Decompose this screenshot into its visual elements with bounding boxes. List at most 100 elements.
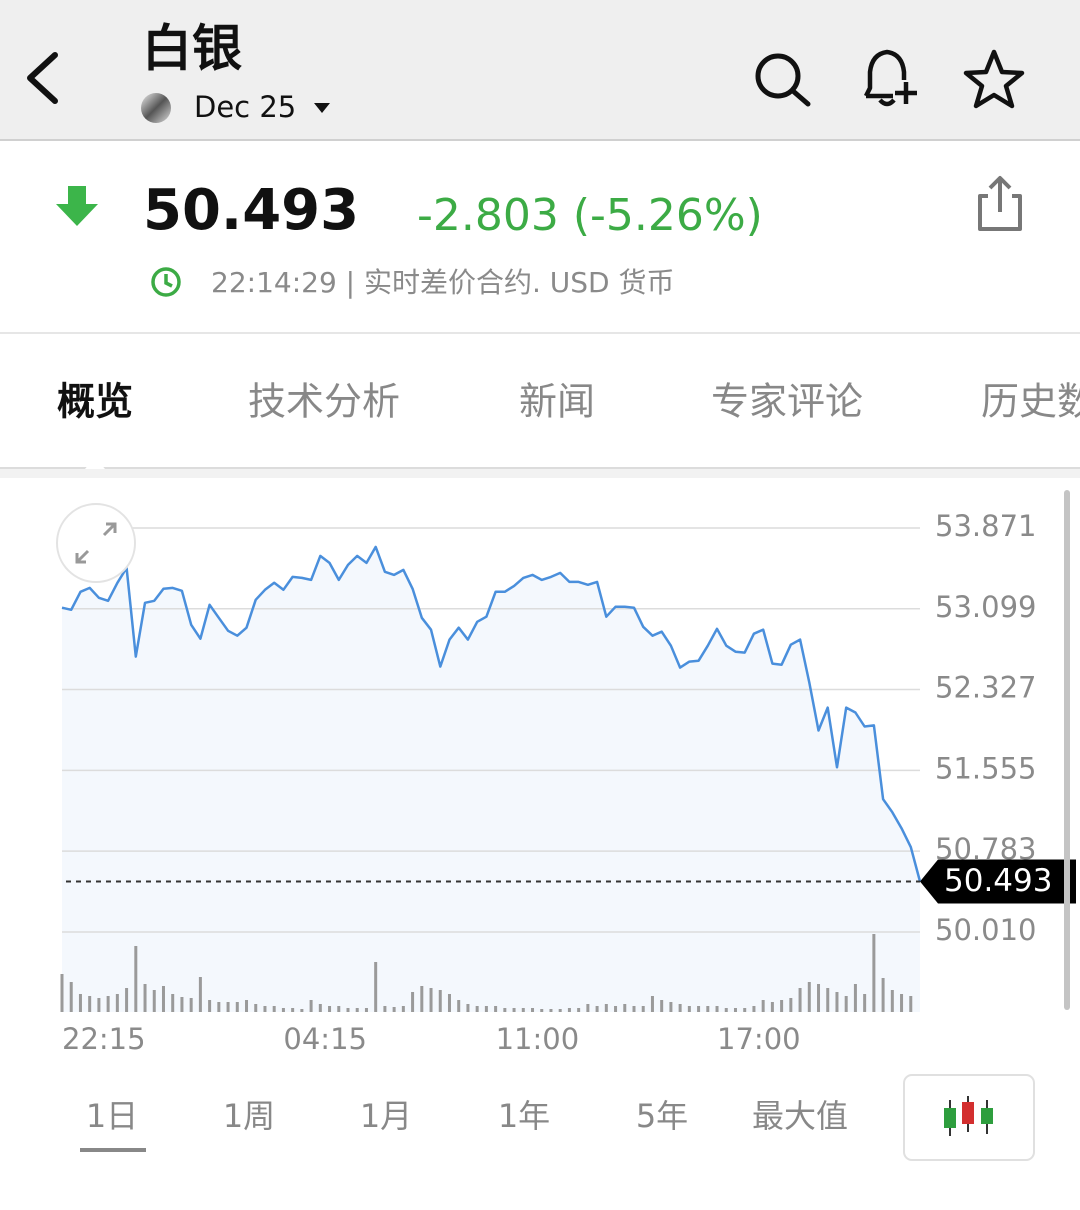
volume-bar <box>346 1008 350 1012</box>
volume-bar <box>733 1008 737 1012</box>
volume-bar <box>798 988 802 1012</box>
volume-bar <box>263 1006 267 1012</box>
y-tick-label: 51.555 <box>935 751 1036 785</box>
volume-bar <box>217 1002 221 1012</box>
volume-bar <box>475 1006 479 1012</box>
volume-bar <box>503 1008 507 1012</box>
range-underline <box>80 1148 146 1152</box>
volume-bar <box>660 1000 664 1012</box>
expand-button[interactable] <box>56 503 136 583</box>
range-button[interactable]: 1年 <box>498 1097 550 1135</box>
volume-bar <box>807 982 811 1012</box>
volume-bar <box>678 1004 682 1012</box>
volume-bar <box>752 1006 756 1012</box>
tab[interactable]: 技术分析 <box>248 380 400 424</box>
volume-bar <box>198 977 202 1012</box>
tab-shadow <box>0 468 1080 478</box>
volume-bar <box>134 946 138 1012</box>
x-tick-label: 04:15 <box>283 1022 367 1056</box>
volume-bar <box>106 996 110 1012</box>
favorite-button[interactable] <box>963 49 1025 109</box>
volume-bar <box>687 1006 691 1012</box>
contract[interactable]: Dec 25 <box>194 90 296 124</box>
share-button[interactable] <box>978 176 1022 231</box>
volume-bar <box>447 994 451 1012</box>
range-button[interactable]: 最大值 <box>752 1097 848 1135</box>
volume-bar <box>835 992 839 1012</box>
volume-bar <box>909 996 913 1012</box>
price-line <box>61 545 922 882</box>
volume-bar <box>364 1008 368 1012</box>
chart-type-button[interactable] <box>903 1074 1035 1161</box>
volume-bar <box>152 990 156 1012</box>
volume-bar <box>521 1008 525 1012</box>
volume-bar <box>614 1006 618 1012</box>
volume-bar <box>844 996 848 1012</box>
volume-bar <box>69 982 73 1012</box>
volume-bar <box>531 1008 535 1012</box>
volume-bar <box>171 994 175 1012</box>
down-arrow <box>56 186 98 226</box>
back-button[interactable] <box>27 52 58 104</box>
volume-bar <box>235 1002 239 1012</box>
volume-bar <box>650 996 654 1012</box>
volume-bar <box>567 1008 571 1012</box>
tab[interactable]: 新闻 <box>519 380 595 424</box>
volume-bar <box>540 1009 544 1012</box>
volume-bar <box>337 1006 341 1012</box>
x-tick-label: 17:00 <box>717 1022 801 1056</box>
tab[interactable]: 概览 <box>57 380 133 424</box>
last-price-tag <box>920 859 1076 904</box>
volume-bar <box>272 1006 276 1012</box>
x-tick-label: 11:00 <box>496 1022 580 1056</box>
range-button[interactable]: 1周 <box>223 1097 275 1135</box>
volume-bar <box>881 978 885 1012</box>
volume-bar <box>245 1000 249 1012</box>
volume-bar <box>318 1004 322 1012</box>
volume-bar <box>281 1008 285 1012</box>
volume-bar <box>355 1008 359 1012</box>
volume-bar <box>512 1008 516 1012</box>
volume-bar <box>115 994 119 1012</box>
volume-bar <box>549 1009 553 1012</box>
volume-bar <box>586 1004 590 1012</box>
volume-bar <box>180 997 184 1012</box>
volume-bar <box>438 990 442 1012</box>
volume-bar <box>189 998 193 1012</box>
scrollbar <box>1064 490 1070 1010</box>
volume-bar <box>789 998 793 1012</box>
volume-bar <box>632 1006 636 1012</box>
quote-meta: 22:14:29 | 实时差价合约. USD 货币 <box>211 266 675 299</box>
volume-bar <box>457 1000 461 1012</box>
volume-bar <box>623 1004 627 1012</box>
volume-bar <box>604 1004 608 1012</box>
tab[interactable]: 历史数据 <box>981 380 1080 424</box>
alert-button[interactable] <box>863 49 917 107</box>
volume-bar <box>466 1004 470 1012</box>
volume-bar <box>291 1008 295 1012</box>
volume-bar <box>595 1006 599 1012</box>
volume-bar <box>900 994 904 1012</box>
contract-icon <box>141 93 171 123</box>
range-button[interactable]: 1月 <box>360 1097 412 1135</box>
volume-bar <box>97 998 101 1012</box>
tab[interactable]: 专家评论 <box>711 380 863 424</box>
search-button[interactable] <box>755 53 811 107</box>
volume-bar <box>743 1008 747 1012</box>
volume-bar <box>60 974 64 1012</box>
range-button[interactable]: 5年 <box>636 1097 688 1135</box>
volume-bar <box>724 1008 728 1012</box>
contract-dropdown[interactable] <box>314 103 330 113</box>
volume-bar <box>669 1002 673 1012</box>
volume-bar <box>890 990 894 1012</box>
y-tick-label: 52.327 <box>935 671 1036 705</box>
volume-bar <box>429 988 433 1012</box>
price-change: -2.803 (-5.26%) <box>417 190 763 241</box>
volume-bar <box>208 1000 212 1012</box>
area <box>62 546 920 1012</box>
range-button[interactable]: 1日 <box>86 1097 138 1135</box>
title: 白银 <box>142 20 242 78</box>
volume-bar <box>374 962 378 1012</box>
volume-bar <box>300 1009 304 1012</box>
